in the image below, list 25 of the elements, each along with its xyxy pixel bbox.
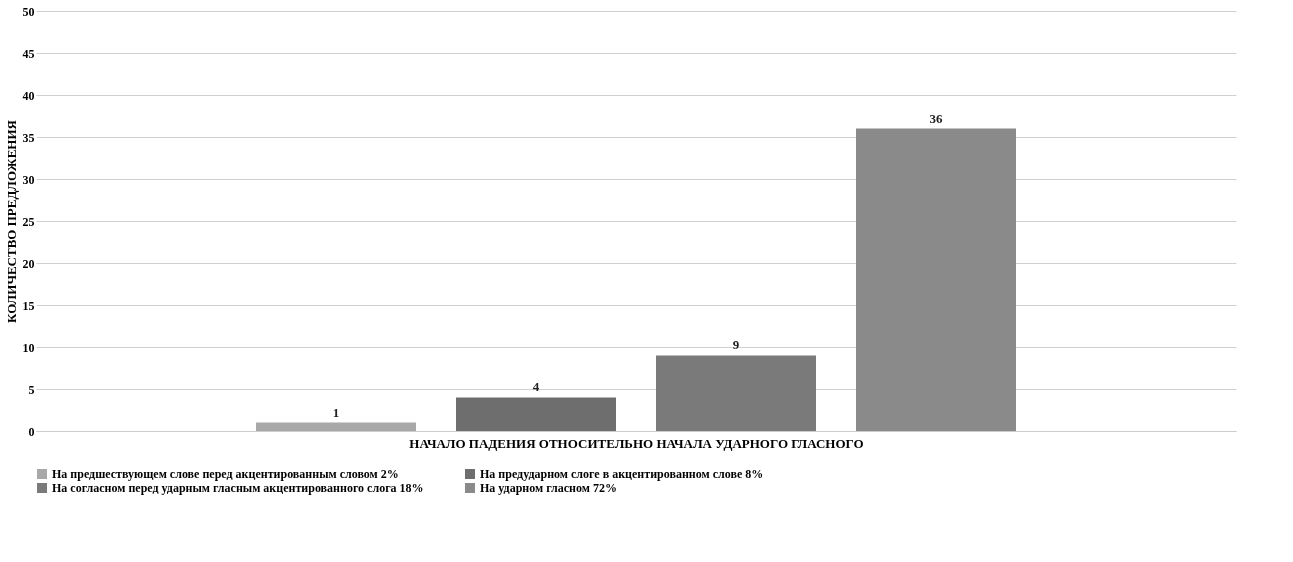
y-axis-title: КОЛИЧЕСТВО ПРЕДЛОЖЕНИЯ	[3, 119, 19, 323]
data-label: 1	[332, 404, 340, 420]
data-label: 9	[732, 337, 740, 353]
y-tick-label: 50	[22, 4, 35, 19]
y-tick-label: 5	[28, 382, 35, 397]
y-tick-label: 35	[22, 130, 35, 145]
data-label: 4	[532, 379, 540, 395]
y-tick-label: 40	[22, 88, 35, 103]
x-axis-title: НАЧАЛО ПАДЕНИЯ ОТНОСИТЕЛЬНО НАЧАЛА УДАРНОГО ГЛАСНОГО	[409, 435, 864, 451]
y-tick-label: 0	[28, 424, 35, 439]
y-tick-label: 25	[22, 214, 35, 229]
bar	[856, 128, 1016, 431]
y-tick-label: 20	[22, 256, 35, 271]
y-tick-label: 45	[22, 46, 35, 61]
legend-label: На согласном перед ударным гласным акцентированного слога 18%	[52, 481, 424, 495]
bar	[456, 397, 616, 431]
legend-label: На предударном слоге в акцентированном слове 8%	[480, 467, 764, 481]
legend-label: На предшествующем слове перед акцентированным словом 2%	[52, 467, 399, 481]
y-tick-label: 30	[22, 172, 35, 187]
bar	[656, 355, 816, 431]
y-tick-label: 15	[22, 298, 35, 313]
y-tick-label: 10	[22, 340, 35, 355]
data-label: 36	[929, 110, 943, 126]
legend-label: На ударном гласном 72%	[480, 481, 617, 495]
bar	[256, 422, 416, 431]
